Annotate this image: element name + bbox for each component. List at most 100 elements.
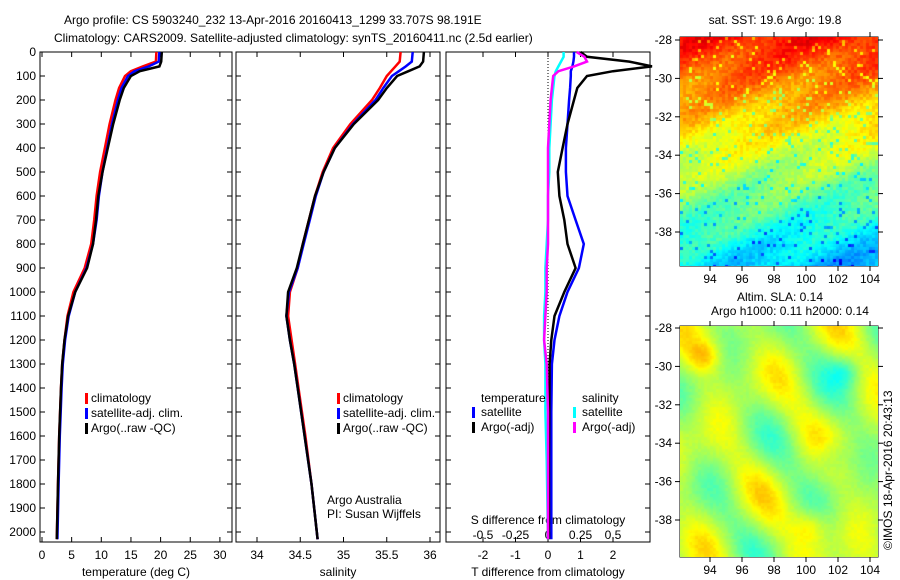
x-tick-label: 20 [154,548,168,562]
lon-tick-label: 104 [860,272,880,286]
lat-tick-label: -38 [655,225,673,239]
title-line1: Argo profile: CS 5903240_232 13-Apr-2016… [64,13,482,27]
series-line-argo-raw-qc- [55,51,164,540]
depth-tick-label: 1500 [9,405,36,419]
legend-swatch [573,422,576,433]
lat-tick-label: -38 [655,513,673,527]
depth-tick-label: 700 [16,213,36,227]
depth-tick-label: 1300 [9,357,36,371]
lon-tick-label: 98 [767,563,781,577]
x-tick-label: 30 [213,548,227,562]
x-tick-label: 1 [577,548,584,562]
legend-swatch [85,393,88,404]
series-line-climatology [55,51,158,540]
legend-title-temperature: temperature [481,391,546,405]
legend-label: Argo(-adj) [582,420,635,434]
depth-tick-label: 200 [16,93,36,107]
depth-tick-label: 100 [16,69,36,83]
depth-tick-label: 600 [16,189,36,203]
lat-tick-label: -30 [655,71,673,85]
x-tick-label: 34 [250,548,264,562]
lat-tick-label: -32 [655,398,673,412]
x-axis-label: salinity [320,565,357,579]
legend-swatch [472,422,475,433]
lon-tick-label: 102 [828,563,848,577]
s-diff-tick-label: 0.5 [605,528,622,542]
legend-label: Argo(..raw -QC) [91,421,176,435]
sst-map-title: sat. SST: 19.6 Argo: 19.8 [709,13,842,27]
lat-tick-label: -34 [655,436,673,450]
lon-tick-label: 104 [860,563,880,577]
depth-tick-label: 800 [16,237,36,251]
panel-frame-1 [39,51,233,543]
depth-tick-label: 2000 [9,525,36,539]
x-tick-label: 10 [95,548,109,562]
lon-tick-label: 100 [796,272,816,286]
depth-tick-label: 0 [29,45,36,59]
lat-tick-label: -28 [655,33,673,47]
lon-tick-label: 94 [703,563,717,577]
legend-label: satellite [481,405,522,419]
lon-tick-label: 100 [796,563,816,577]
legend-title-salinity: salinity [582,391,619,405]
title-line2: Climatology: CARS2009. Satellite-adjuste… [54,31,533,45]
legend-label: climatology [343,391,403,405]
x-tick-label: 25 [184,548,198,562]
series-line-s-argo-adj- [542,50,589,540]
lon-tick-label: 102 [828,272,848,286]
lon-tick-label: 96 [735,272,749,286]
lon-tick-label: 94 [703,272,717,286]
credit-argo-australia: Argo Australia [327,493,402,507]
x-tick-label: 0 [39,548,46,562]
x-axis-label: T difference from climatology [471,565,625,579]
series-line-climatology [286,51,402,540]
lat-tick-label: -36 [655,187,673,201]
x-tick-label: 15 [124,548,138,562]
legend-label: Argo(..raw -QC) [343,421,428,435]
lat-tick-label: -28 [655,321,673,335]
legend-swatch [472,407,475,418]
legend-swatch [337,393,340,404]
lat-tick-label: -30 [655,359,673,373]
x-tick-label: 35 [337,548,351,562]
sla-map-title: Altim. SLA: 0.14 [737,290,823,304]
legend-swatch [85,408,88,419]
lon-tick-label: 96 [735,563,749,577]
x-tick-label: 34.5 [289,548,313,562]
series-line-t-satellite [550,52,586,540]
x-tick-label: 5 [68,548,75,562]
x-axis-label: temperature (deg C) [82,565,190,579]
x-tick-label: 36 [423,548,437,562]
sla-map [680,326,878,557]
depth-tick-label: 1200 [9,333,36,347]
legend-label: climatology [91,391,151,405]
lat-tick-label: -34 [655,148,673,162]
legend-label: Argo(-adj) [481,420,534,434]
x-tick-label: 0 [545,548,552,562]
depth-tick-label: 1900 [9,501,36,515]
lat-tick-label: -36 [655,475,673,489]
x-tick-label: -2 [478,548,489,562]
depth-tick-label: 1100 [10,309,36,323]
depth-tick-label: 500 [16,165,36,179]
depth-tick-label: 1400 [9,381,36,395]
legend-label: satellite-adj. clim. [343,406,435,420]
depth-tick-label: 1600 [9,429,36,443]
panel-frame-2 [235,51,441,543]
legend-swatch [337,408,340,419]
depth-tick-label: 1700 [9,453,36,467]
depth-tick-label: 400 [16,141,36,155]
s-diff-tick-label: 0.25 [569,528,593,542]
legend-label: satellite-adj. clim. [91,406,183,420]
depth-tick-label: 1000 [9,285,36,299]
x-tick-label: 2 [610,548,617,562]
legend-label: satellite [582,405,623,419]
x-tick-label: -1 [510,548,521,562]
lat-tick-label: -32 [655,110,673,124]
depth-tick-label: 1800 [9,477,36,491]
legend-swatch [337,423,340,434]
s-diff-tick-label: -0.5 [473,528,494,542]
legend-swatch [573,407,576,418]
sst-map [680,37,878,266]
